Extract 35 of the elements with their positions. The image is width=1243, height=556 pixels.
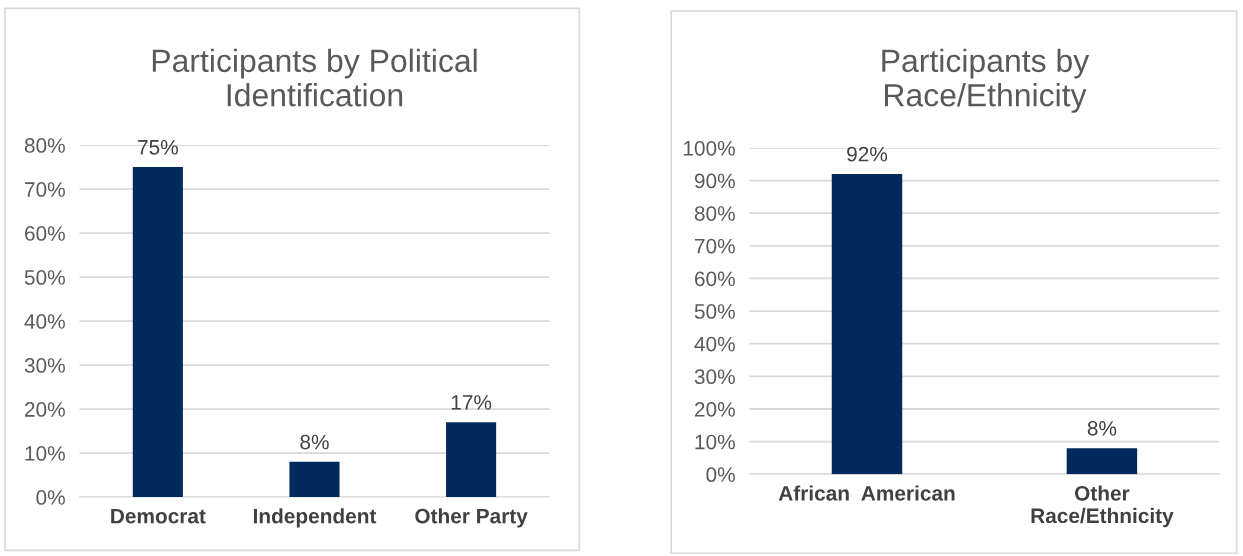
bar	[289, 461, 340, 498]
y-tick-label: 60%	[25, 226, 65, 241]
y-tick-label: 40%	[24, 314, 65, 329]
y-tick-label: 30%	[694, 369, 735, 385]
y-tick-label: 10%	[25, 446, 65, 461]
y-tick-label: 0%	[706, 467, 735, 483]
y-tick-label: 80%	[694, 206, 735, 221]
y-tick-label: 70%	[695, 238, 735, 254]
bar	[132, 167, 183, 498]
x-tick-label: Other Party	[415, 508, 528, 528]
x-tick-label: Democrat	[111, 508, 206, 524]
y-tick-label: 70%	[25, 182, 65, 197]
y-tick-label: 50%	[24, 270, 65, 285]
data-label: 8%	[300, 434, 329, 450]
y-tick-label: 40%	[694, 336, 735, 352]
data-label: 17%	[451, 395, 492, 410]
y-tick-label: 100%	[683, 140, 735, 156]
data-label: 92%	[847, 146, 888, 162]
data-label: 8%	[1087, 420, 1117, 436]
x-tick-label: Independent	[253, 508, 377, 528]
y-tick-label: 20%	[25, 402, 65, 417]
chart-title: Participants by Race/Ethnicity	[882, 48, 1090, 113]
y-tick-label: 60%	[695, 271, 735, 287]
y-tick-label: 30%	[24, 358, 65, 373]
x-tick-label: African American	[778, 485, 955, 501]
y-tick-label: 20%	[694, 401, 735, 417]
data-label: 75%	[138, 140, 178, 155]
x-tick-label: Other Race/Ethnicity	[1031, 485, 1174, 528]
chart-title: Participants by Political Identification	[152, 48, 477, 107]
y-tick-label: 80%	[24, 138, 65, 153]
y-tick-label: 0%	[36, 490, 65, 505]
y-tick-label: 10%	[695, 434, 735, 450]
y-tick-label: 90%	[694, 173, 735, 189]
bar	[446, 422, 497, 498]
y-tick-label: 50%	[694, 304, 735, 319]
